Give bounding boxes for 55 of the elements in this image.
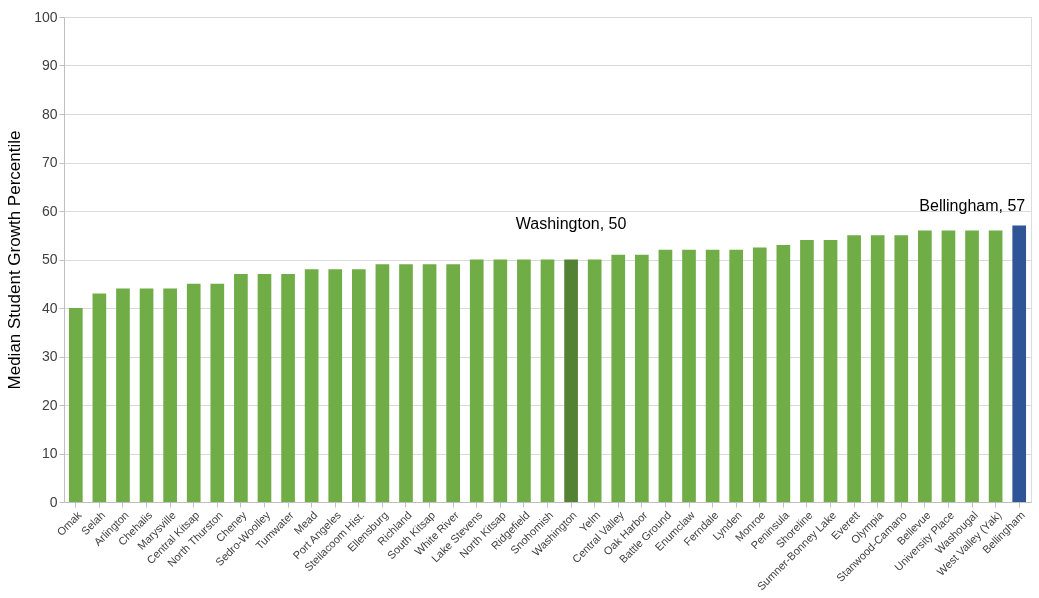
- bar: [257, 274, 272, 502]
- annotation: Bellingham, 57: [919, 196, 1026, 214]
- y-tick-label: 60: [41, 202, 58, 219]
- y-tick-label: 90: [41, 57, 58, 73]
- bar: [965, 230, 979, 502]
- bar: [375, 264, 390, 502]
- bar: [658, 249, 673, 502]
- bar: [682, 249, 696, 502]
- bar: [469, 259, 484, 502]
- bar: [139, 288, 154, 502]
- bar: [635, 254, 649, 502]
- bar: [705, 249, 720, 502]
- bar: [564, 259, 578, 502]
- bar: [446, 264, 460, 502]
- bar: [328, 269, 343, 502]
- bar: [988, 230, 1003, 502]
- annotation: Washington, 50: [515, 214, 627, 232]
- bar: [399, 264, 413, 502]
- bar: [847, 235, 861, 502]
- bar: [68, 308, 83, 502]
- y-axis-title: Median Student Growth Percentile: [5, 130, 25, 390]
- bar: [587, 259, 602, 502]
- bar: [1012, 225, 1027, 502]
- bar: [116, 288, 130, 502]
- bar: [752, 247, 767, 502]
- y-tick-label: 80: [41, 105, 58, 122]
- bar: [304, 269, 319, 502]
- bar: [422, 264, 437, 502]
- bar: [186, 283, 201, 502]
- bar: [493, 259, 508, 502]
- bar: [92, 293, 107, 502]
- bar: [540, 259, 555, 502]
- bar: [351, 269, 366, 502]
- bar: [729, 249, 744, 502]
- bar: [281, 274, 295, 502]
- y-tick-label: 20: [41, 396, 58, 413]
- y-tick-label: 50: [41, 251, 58, 267]
- y-tick-label: 70: [41, 154, 58, 170]
- bar: [941, 230, 956, 502]
- bar: [894, 235, 909, 502]
- bar: [517, 259, 531, 502]
- y-tick-label: 100: [34, 8, 58, 25]
- y-tick-label: 10: [41, 445, 58, 461]
- y-tick-label: 0: [49, 493, 58, 510]
- bar: [163, 288, 177, 502]
- bar: [918, 230, 932, 502]
- bar: [823, 240, 838, 502]
- bar: [800, 240, 814, 502]
- bar: [776, 244, 791, 502]
- y-tick-label: 40: [41, 299, 58, 316]
- bar: [210, 283, 225, 502]
- y-tick-label: 30: [41, 348, 58, 364]
- bar: [870, 235, 885, 502]
- bar: [234, 274, 248, 502]
- bar: [611, 254, 626, 502]
